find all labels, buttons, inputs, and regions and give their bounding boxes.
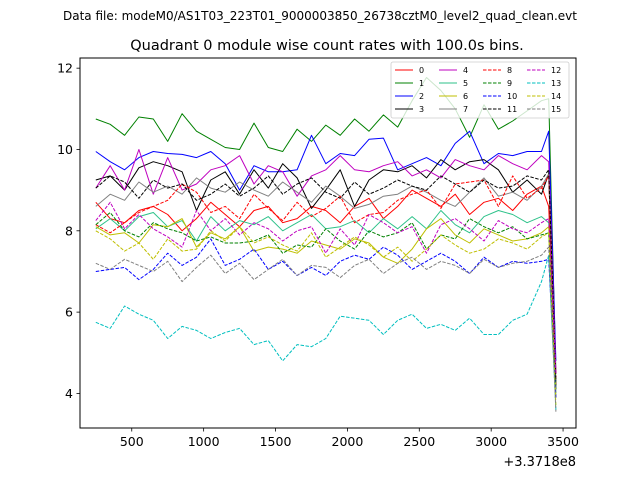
legend-label-6: 6 bbox=[463, 92, 468, 101]
series-layer bbox=[95, 77, 557, 412]
x-offset-label: +3.3718e8 bbox=[503, 455, 576, 470]
y-tick-label: 6 bbox=[65, 305, 73, 320]
x-tick-label: 500 bbox=[120, 434, 144, 449]
legend-label-15: 15 bbox=[551, 105, 561, 114]
series-line-2 bbox=[95, 130, 557, 361]
legend-label-2: 2 bbox=[419, 92, 424, 101]
series-line-4 bbox=[95, 149, 557, 374]
series-line-8 bbox=[95, 175, 557, 378]
legend-label-14: 14 bbox=[551, 92, 561, 101]
legend-label-11: 11 bbox=[507, 105, 517, 114]
series-line-12 bbox=[95, 201, 557, 374]
x-tick-label: 3500 bbox=[547, 434, 579, 449]
suptitle: Data file: modeM0/AS1T03_223T01_90000038… bbox=[63, 9, 577, 23]
y-tick-label: 4 bbox=[65, 386, 73, 401]
legend-label-3: 3 bbox=[419, 105, 424, 114]
legend-box bbox=[390, 61, 570, 119]
legend-label-0: 0 bbox=[419, 66, 424, 75]
axes-frame bbox=[79, 57, 577, 429]
legend-label-4: 4 bbox=[463, 66, 468, 75]
series-line-5 bbox=[95, 210, 557, 394]
chart-title: Quadrant 0 module wise count rates with … bbox=[130, 38, 524, 54]
series-line-15 bbox=[95, 246, 557, 412]
series-line-9 bbox=[95, 212, 557, 386]
y-tick-label: 8 bbox=[65, 223, 73, 238]
legend-label-8: 8 bbox=[507, 66, 512, 75]
legend-label-13: 13 bbox=[551, 79, 561, 88]
x-tick-label: 2000 bbox=[332, 434, 364, 449]
series-line-7 bbox=[95, 173, 557, 382]
legend-label-10: 10 bbox=[507, 92, 517, 101]
y-tick-label: 12 bbox=[57, 61, 73, 76]
x-tick-label: 3000 bbox=[475, 434, 507, 449]
y-tick-label: 10 bbox=[57, 142, 73, 157]
series-line-3 bbox=[95, 159, 557, 390]
x-tick-label: 1000 bbox=[188, 434, 220, 449]
series-line-14 bbox=[95, 226, 557, 406]
series-line-6 bbox=[95, 218, 557, 398]
legend-label-9: 9 bbox=[507, 79, 512, 88]
legend-label-12: 12 bbox=[551, 66, 561, 75]
x-tick-label: 2500 bbox=[403, 434, 435, 449]
series-line-10 bbox=[95, 238, 557, 398]
series-line-13 bbox=[95, 254, 557, 410]
legend-label-5: 5 bbox=[463, 79, 468, 88]
legend-label-1: 1 bbox=[419, 79, 424, 88]
series-line-11 bbox=[95, 169, 557, 382]
x-tick-label: 1500 bbox=[260, 434, 292, 449]
legend-label-7: 7 bbox=[463, 105, 468, 114]
